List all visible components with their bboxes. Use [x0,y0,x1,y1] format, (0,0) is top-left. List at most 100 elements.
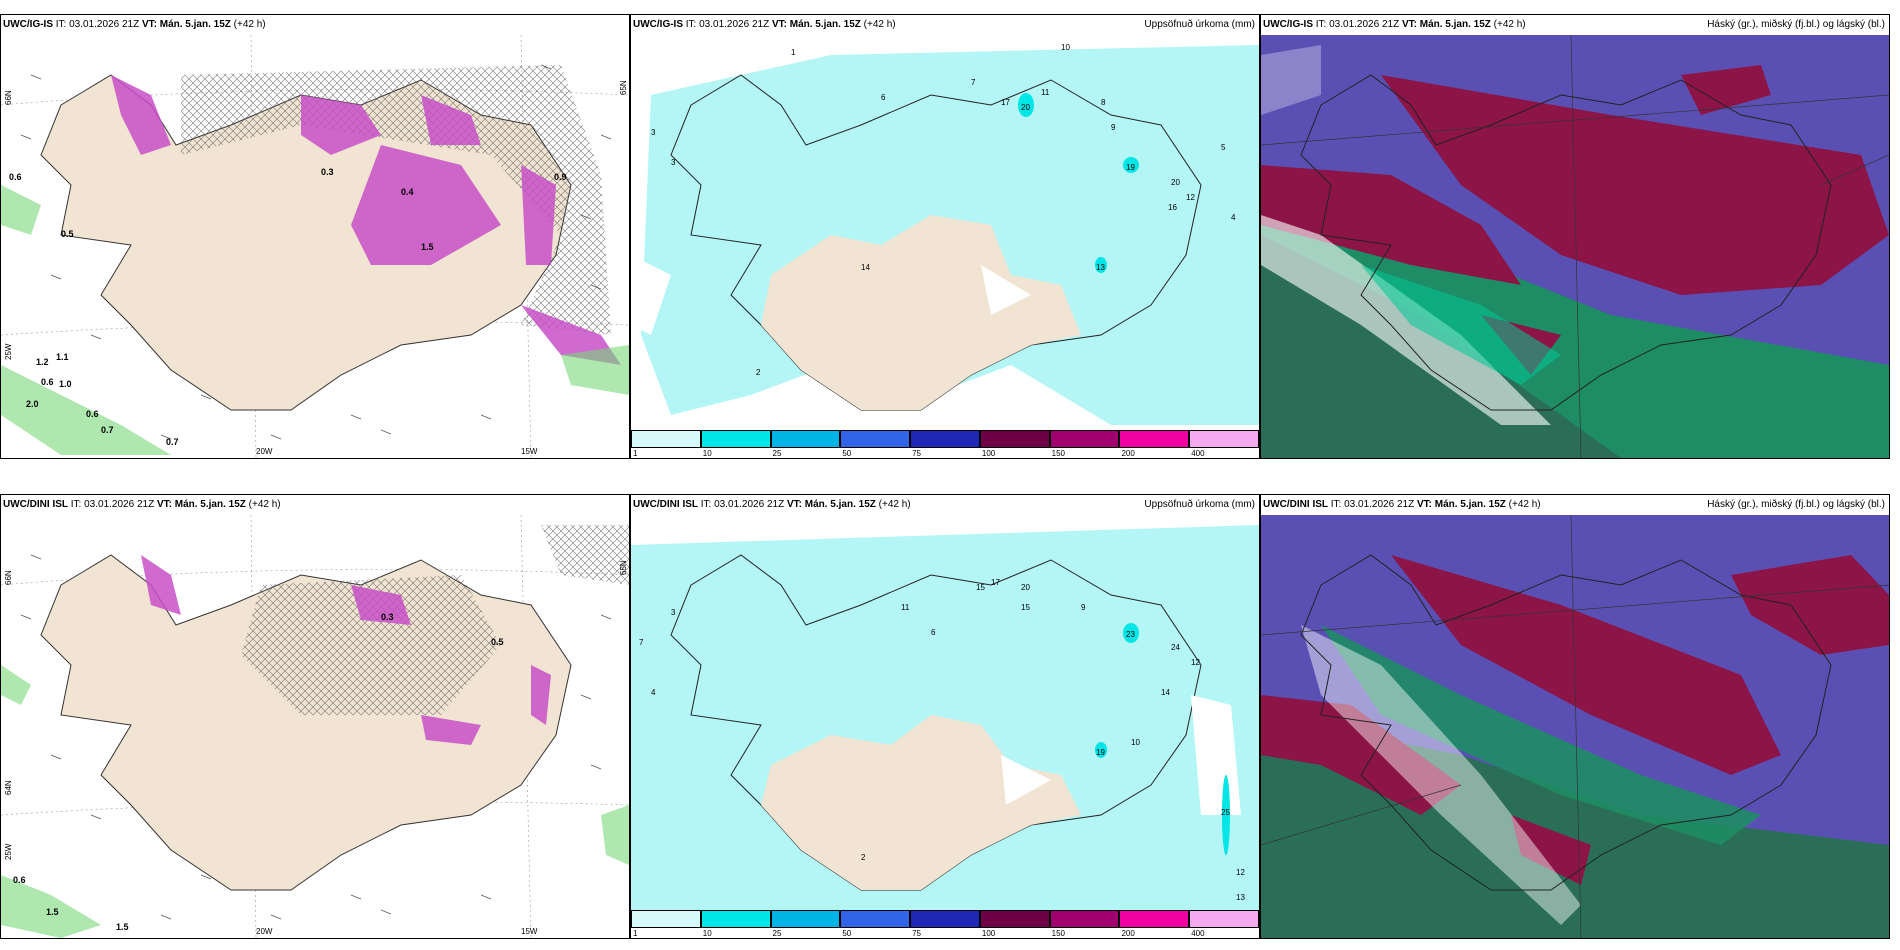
colorbar-tick: 1 [633,929,638,938]
panel-header: UWC/DINI ISL IT: 03.01.2026 21Z VT: Mán.… [3,499,281,510]
panel-header: UWC/IG-IS IT: 03.01.2026 21Z VT: Mán. 5.… [633,19,896,30]
precip-label: 10 [1061,43,1070,52]
precip-title: Uppsöfnuð úrkoma (mm) [1144,19,1255,30]
lead-time: (+42 h) [863,19,896,30]
precip-label: 23 [1126,630,1135,639]
cloud-title: Háský (gr.), miðský (fj.bl.) og lágský (… [1707,19,1885,30]
colorbar-tick: 75 [912,449,922,458]
colorbar-swatch [700,430,771,448]
snow-label: 0.4 [401,187,414,197]
precip-label: 13 [1096,263,1105,272]
snow-label: 0.6 [9,172,22,182]
colorbar-tick: 100 [981,929,996,938]
colorbar-swatch [1189,430,1259,448]
vt-value: Mán. 5.jan. 15Z [804,499,876,510]
cloud-panel-bottom: UWC/DINI ISL IT: 03.01.2026 21Z VT: Mán.… [1260,494,1890,939]
colorbar-swatch [700,910,771,928]
it-value: 03.01.2026 21Z [714,499,785,510]
precip-label: 4 [651,688,656,697]
it-value: 03.01.2026 21Z [69,19,140,30]
precip-label: 17 [1001,98,1010,107]
cloud-title: Háský (gr.), miðský (fj.bl.) og lágský (… [1707,499,1885,510]
precip-label: 16 [1168,203,1177,212]
precip-label: 9 [1111,123,1116,132]
cloud-map [1261,515,1889,938]
precip-label: 2 [861,853,866,862]
colorbar-swatch [631,910,701,928]
vt-value: Mán. 5.jan. 15Z [159,19,231,30]
panel-header: UWC/IG-IS IT: 03.01.2026 21Z VT: Mán. 5.… [1263,19,1526,30]
model-name: UWC/DINI ISL [1263,499,1328,510]
vt-label: VT: [771,19,787,30]
lat-label-66n: 66N [4,90,13,105]
precip-label: 4 [1231,213,1236,222]
colorbar-tick: 400 [1191,929,1205,938]
precip-label: 3 [671,608,676,617]
snow-label: 0.5 [491,637,504,647]
snow-map: 0.6 0.5 1.2 1.1 0.6 1.0 2.0 0.6 0.7 0.7 … [1,35,629,458]
precip-label: 12 [1191,658,1200,667]
colorbar-tick: 10 [702,929,712,938]
precip-label: 11 [1041,88,1050,97]
precip-label: 10 [1131,738,1140,747]
colorbar-swatch [1049,430,1120,448]
it-value: 03.01.2026 21Z [1344,499,1415,510]
vt-value: Mán. 5.jan. 15Z [789,19,861,30]
snow-label: 0.6 [41,377,54,387]
precip-title: Uppsöfnuð úrkoma (mm) [1144,499,1255,510]
snow-panel-top: UWC/IG-IS IT: 03.01.2026 21Z VT: Mán. 5.… [0,14,630,459]
panel-header: UWC/DINI ISL IT: 03.01.2026 21Z VT: Mán.… [633,499,911,510]
colorbar-tick: 10 [702,449,712,458]
lead-time: (+42 h) [878,499,911,510]
snow-label: 0.3 [381,612,394,622]
precip-colorbar: 1 10 25 50 75 100 150 200 400 [631,430,1259,458]
lon-label-20w: 20W [256,927,273,936]
snow-label: 1.5 [116,922,129,932]
snow-label: 0.9 [554,172,567,182]
it-value: 03.01.2026 21Z [84,499,155,510]
vt-label: VT: [156,499,172,510]
snow-map: 0.6 1.5 1.5 0.3 0.5 [1,515,629,938]
it-label: IT: [1315,19,1327,30]
colorbar-swatch [1049,910,1120,928]
lat-label-66n: 66N [4,570,13,585]
precip-map: 1 3 7 10 20 17 11 8 9 4 6 3 5 19 20 16 1… [631,35,1259,435]
precip-label: 12 [1186,193,1195,202]
lat-label-right: 65N [619,80,628,95]
vt-label: VT: [1401,19,1417,30]
lon-label-25w: 25W [4,843,13,860]
lead-time: (+42 h) [1493,19,1526,30]
precip-map: 2 3 4 15 17 20 15 9 6 11 23 24 12 14 19 … [631,515,1259,915]
precip-label: 6 [881,93,886,102]
precip-label: 25 [1221,808,1230,817]
precip-label: 7 [971,78,976,87]
colorbar-swatch [840,430,911,448]
colorbar-tick: 200 [1121,929,1135,938]
colorbar-swatch [631,430,701,448]
colorbar-tick: 50 [842,929,852,938]
colorbar-tick: 150 [1051,449,1066,458]
precip-label: 8 [1101,98,1106,107]
lat-label-64n: 64N [4,780,13,795]
precip-label: 20 [1171,178,1180,187]
snow-label: 1.2 [36,357,49,367]
precip-panel-bottom: UWC/DINI ISL IT: 03.01.2026 21Z VT: Mán.… [630,494,1260,939]
model-name: UWC/IG-IS [1263,19,1313,30]
colorbar-swatch [910,910,980,928]
precip-label: 15 [1021,603,1030,612]
colorbar-swatch [840,910,911,928]
it-label: IT: [685,19,697,30]
colorbar-swatch [979,910,1050,928]
colorbar-swatch [1189,910,1259,928]
panel-header: UWC/DINI ISL IT: 03.01.2026 21Z VT: Mán.… [1263,499,1541,510]
precip-label: 7 [639,638,644,647]
it-label: IT: [700,499,712,510]
cloud-panel-top: UWC/IG-IS IT: 03.01.2026 21Z VT: Mán. 5.… [1260,14,1890,459]
lon-label-15w: 15W [521,447,538,456]
lat-label-right: 65N [619,560,628,575]
precip-label: 19 [1126,163,1135,172]
vt-value: Mán. 5.jan. 15Z [1419,19,1491,30]
it-value: 03.01.2026 21Z [699,19,770,30]
snow-label: 1.5 [421,242,434,252]
precip-colorbar: 1 10 25 50 75 100 150 200 400 [631,910,1259,938]
